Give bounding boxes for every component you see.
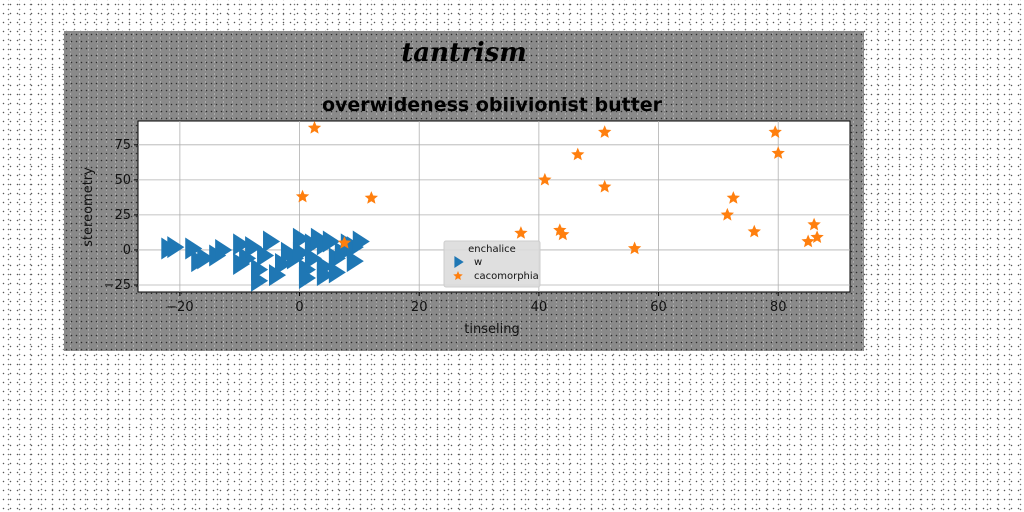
legend: enchalice w cacomorphia xyxy=(443,240,541,288)
star-point xyxy=(571,147,585,161)
x-tick-label: 40 xyxy=(531,300,548,315)
chart-figure: tantrism overwideness obiivionist butter… xyxy=(64,31,864,351)
legend-entry-label: w xyxy=(474,257,482,268)
triangle-point xyxy=(274,252,293,275)
star-point xyxy=(514,226,528,239)
triangle-point xyxy=(251,269,269,292)
x-tick-label: 80 xyxy=(770,300,787,315)
star-point xyxy=(598,125,612,138)
x-tick-label: 20 xyxy=(411,300,428,315)
star-point xyxy=(295,189,310,203)
x-axis-label: tinseling xyxy=(464,322,519,337)
star-point xyxy=(556,227,570,241)
triangle-point xyxy=(269,264,287,287)
y-tick-label: 50 xyxy=(114,173,131,188)
axis-ticks: −20 0 20 40 60 80 −25 0 25 50 75 xyxy=(104,138,787,315)
y-tick-label: 25 xyxy=(114,208,131,223)
star-point xyxy=(801,234,815,248)
legend-entry-label: cacomorphia xyxy=(474,271,539,282)
triangle-point xyxy=(233,233,251,256)
legend-triangle-marker xyxy=(454,256,464,268)
star-point xyxy=(598,179,612,193)
triangle-point xyxy=(197,247,215,270)
triangle-point xyxy=(316,264,334,287)
legend-title: enchalice xyxy=(468,244,516,255)
triangle-point xyxy=(352,230,370,253)
triangle-point xyxy=(346,250,364,273)
star-point xyxy=(307,121,322,134)
legend-box xyxy=(443,240,541,288)
chart-svg: tantrism overwideness obiivionist butter… xyxy=(81,38,851,337)
chart-title: overwideness obiivionist butter xyxy=(322,94,663,116)
triangle-point xyxy=(292,227,310,250)
star-point xyxy=(337,235,352,249)
x-tick-label: 0 xyxy=(295,300,303,315)
triangle-point xyxy=(257,244,275,267)
data-series xyxy=(161,121,824,292)
x-tick-label: 60 xyxy=(650,300,667,315)
triangle-point xyxy=(292,241,310,264)
y-axis-label: stereometry xyxy=(81,167,96,247)
star-point xyxy=(810,230,824,243)
triangle-point xyxy=(328,261,346,284)
star-point xyxy=(768,125,782,138)
star-point xyxy=(771,146,785,159)
series-stars xyxy=(295,121,824,255)
legend-star-marker xyxy=(453,271,463,281)
triangle-point xyxy=(304,247,322,270)
triangle-point xyxy=(167,236,185,259)
triangle-point xyxy=(239,247,257,270)
y-tick-label: 0 xyxy=(123,243,131,258)
star-point xyxy=(747,224,761,238)
triangle-point xyxy=(298,266,316,289)
y-tick-label: −25 xyxy=(104,278,131,293)
star-point xyxy=(720,207,734,221)
triangle-point xyxy=(245,236,263,259)
triangle-point xyxy=(185,237,203,260)
star-point xyxy=(364,191,378,204)
figure-suptitle: tantrism xyxy=(401,38,527,68)
triangle-point xyxy=(322,230,340,253)
x-tick-label: −20 xyxy=(166,300,193,315)
star-point xyxy=(627,241,642,255)
star-point xyxy=(726,191,740,204)
star-point xyxy=(807,217,821,231)
star-point xyxy=(538,172,552,186)
triangle-point xyxy=(215,238,233,261)
y-tick-label: 75 xyxy=(114,138,131,153)
series-triangles xyxy=(161,227,370,292)
triangle-point xyxy=(263,230,281,253)
